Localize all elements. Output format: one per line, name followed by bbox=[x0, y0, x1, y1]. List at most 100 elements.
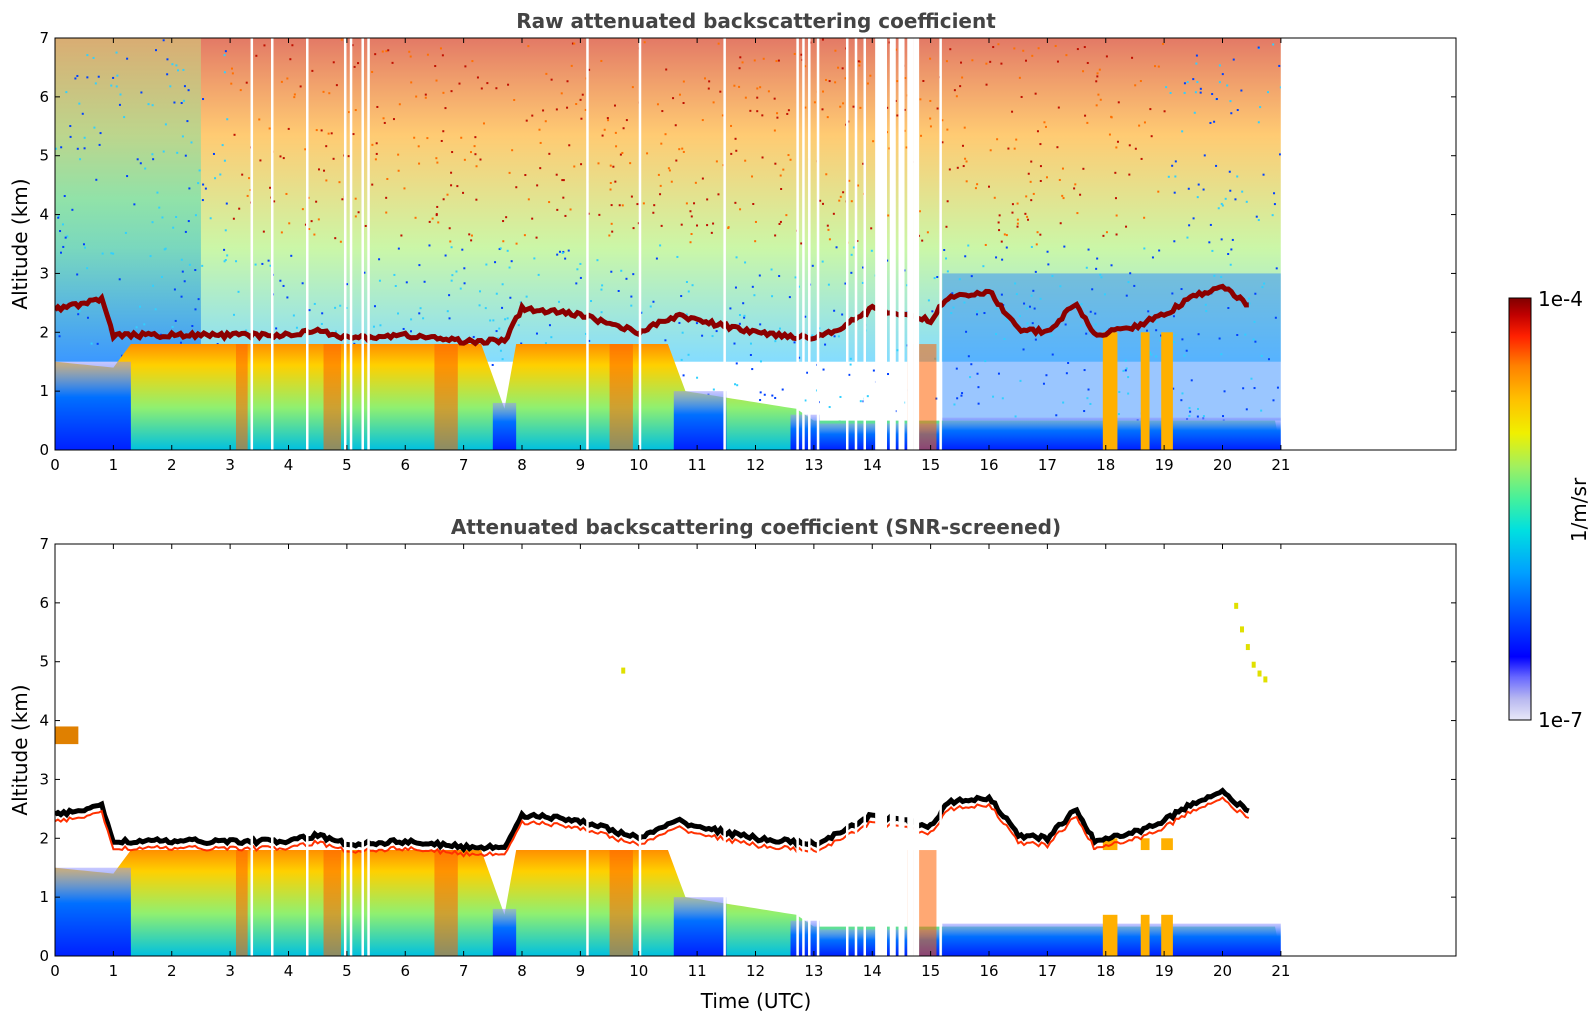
noise-speck bbox=[308, 228, 311, 231]
noise-speck bbox=[735, 362, 738, 365]
noise-speck bbox=[182, 68, 185, 71]
noise-speck bbox=[1127, 392, 1130, 395]
noise-speck bbox=[537, 273, 540, 276]
noise-speck bbox=[187, 220, 190, 223]
x-tick-label: 19 bbox=[1155, 962, 1174, 980]
x-tick-label: 8 bbox=[517, 962, 527, 980]
noise-speck bbox=[946, 200, 949, 203]
noise-speck bbox=[1125, 367, 1128, 370]
noise-speck bbox=[1079, 193, 1082, 196]
noise-speck bbox=[1194, 91, 1197, 94]
noise-speck bbox=[1076, 212, 1079, 215]
noise-speck bbox=[749, 109, 752, 112]
noise-speck bbox=[489, 319, 492, 322]
noise-speck bbox=[328, 92, 331, 95]
noise-speck bbox=[1260, 409, 1263, 412]
noise-speck bbox=[1197, 183, 1200, 186]
noise-speck bbox=[1124, 359, 1127, 362]
noise-speck bbox=[984, 243, 987, 246]
noise-speck bbox=[896, 114, 899, 117]
noise-speck bbox=[933, 277, 936, 280]
noise-speck bbox=[1248, 302, 1251, 305]
noise-speck bbox=[1099, 98, 1102, 101]
noise-speck bbox=[735, 149, 738, 152]
noise-speck bbox=[1086, 121, 1089, 124]
noise-speck bbox=[872, 369, 875, 372]
noise-speck bbox=[1125, 225, 1128, 228]
noise-speck bbox=[1151, 256, 1154, 259]
aerosol-plume bbox=[323, 850, 342, 956]
noise-speck bbox=[484, 307, 487, 310]
x-tick-label: 17 bbox=[1038, 456, 1057, 474]
noise-speck bbox=[126, 57, 129, 60]
y-tick-label: 0 bbox=[39, 441, 49, 459]
noise-speck bbox=[1143, 121, 1146, 124]
noise-speck bbox=[567, 249, 570, 252]
noise-speck bbox=[171, 325, 174, 328]
noise-speck bbox=[804, 399, 807, 402]
noise-speck bbox=[963, 126, 966, 129]
noise-speck bbox=[1174, 175, 1177, 178]
noise-speck bbox=[1190, 379, 1193, 382]
data-gap bbox=[898, 544, 905, 956]
near-surface-layer bbox=[673, 897, 727, 956]
screened-speck bbox=[1234, 602, 1239, 609]
x-tick-label: 0 bbox=[50, 456, 60, 474]
noise-speck bbox=[775, 60, 778, 63]
data-gap bbox=[845, 544, 849, 956]
noise-speck bbox=[428, 244, 431, 247]
noise-speck bbox=[965, 160, 968, 163]
noise-speck bbox=[110, 84, 113, 87]
noise-speck bbox=[1199, 87, 1202, 90]
noise-speck bbox=[779, 220, 782, 223]
noise-speck bbox=[173, 101, 176, 104]
noise-speck bbox=[953, 89, 956, 92]
noise-speck bbox=[94, 82, 97, 85]
noise-speck bbox=[1096, 72, 1099, 75]
noise-speck bbox=[756, 110, 759, 113]
noise-speck bbox=[353, 342, 356, 345]
noise-speck bbox=[1220, 275, 1223, 278]
noise-speck bbox=[601, 284, 604, 287]
noise-speck bbox=[1180, 399, 1183, 402]
noise-speck bbox=[1171, 164, 1174, 167]
noise-speck bbox=[798, 356, 801, 359]
noise-speck bbox=[570, 64, 573, 67]
noise-speck bbox=[730, 124, 733, 127]
noise-speck bbox=[821, 260, 824, 263]
noise-speck bbox=[985, 83, 988, 86]
noise-speck bbox=[610, 222, 613, 225]
noise-speck bbox=[1015, 138, 1018, 141]
data-gap bbox=[361, 38, 364, 450]
noise-speck bbox=[162, 39, 165, 42]
noise-speck bbox=[632, 273, 635, 276]
noise-speck bbox=[779, 327, 782, 330]
noise-speck bbox=[373, 305, 376, 308]
noise-speck bbox=[290, 254, 293, 257]
noise-speck bbox=[201, 264, 204, 267]
noise-speck bbox=[194, 308, 197, 311]
noise-speck bbox=[850, 200, 853, 203]
noise-speck bbox=[1236, 334, 1239, 337]
noise-speck bbox=[69, 135, 72, 138]
noise-speck bbox=[1257, 219, 1260, 222]
noise-speck bbox=[308, 309, 311, 312]
noise-speck bbox=[1095, 104, 1098, 107]
noise-speck bbox=[1150, 135, 1153, 138]
noise-speck bbox=[703, 77, 706, 80]
noise-speck bbox=[977, 386, 980, 389]
noise-speck bbox=[696, 224, 699, 227]
noise-speck bbox=[287, 127, 290, 130]
noise-speck bbox=[1139, 80, 1142, 83]
noise-speck bbox=[535, 236, 538, 239]
noise-speck bbox=[176, 151, 179, 154]
noise-speck bbox=[1217, 207, 1220, 210]
noise-speck bbox=[1083, 369, 1086, 372]
data-gap bbox=[638, 38, 642, 450]
noise-speck bbox=[451, 274, 454, 277]
noise-speck bbox=[564, 214, 567, 217]
noise-speck bbox=[391, 61, 394, 64]
noise-speck bbox=[744, 96, 747, 99]
noise-speck bbox=[622, 127, 625, 130]
noise-speck bbox=[989, 60, 992, 63]
